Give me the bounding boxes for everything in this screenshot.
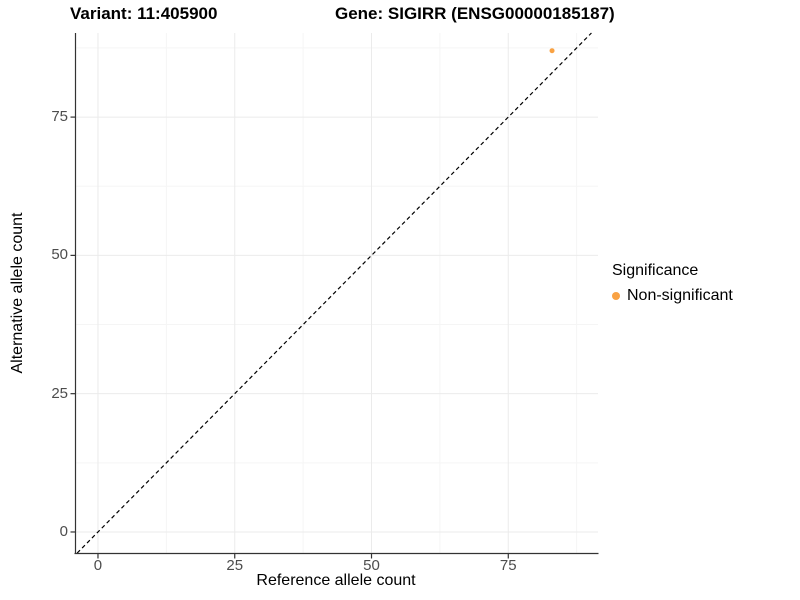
gene-title: Gene: SIGIRR (ENSG00000185187) (335, 4, 615, 23)
legend-item-non-significant: Non-significant (612, 287, 798, 305)
data-point (549, 48, 555, 54)
legend-title: Significance (612, 262, 699, 279)
y-tick-label: 25 (51, 384, 68, 402)
y-axis-title: Alternative allele count (9, 212, 26, 374)
x-tick-label: 50 (363, 557, 380, 574)
x-axis-title: Reference allele count (256, 572, 416, 589)
y-tick-label: 50 (51, 246, 68, 264)
identity-reference-line (76, 32, 592, 554)
y-tick-label: 0 (59, 522, 68, 540)
x-tick-label: 75 (499, 557, 517, 574)
variant-title: Variant: 11:405900 (70, 4, 218, 23)
x-tick-label: 25 (226, 557, 244, 574)
x-tick-label: 0 (93, 557, 103, 574)
y-tick-label: 75 (51, 108, 68, 126)
legend-item-label: Non-significant (627, 287, 733, 304)
legend-point-icon (612, 292, 620, 300)
legend: Significance Non-significant (612, 262, 798, 305)
